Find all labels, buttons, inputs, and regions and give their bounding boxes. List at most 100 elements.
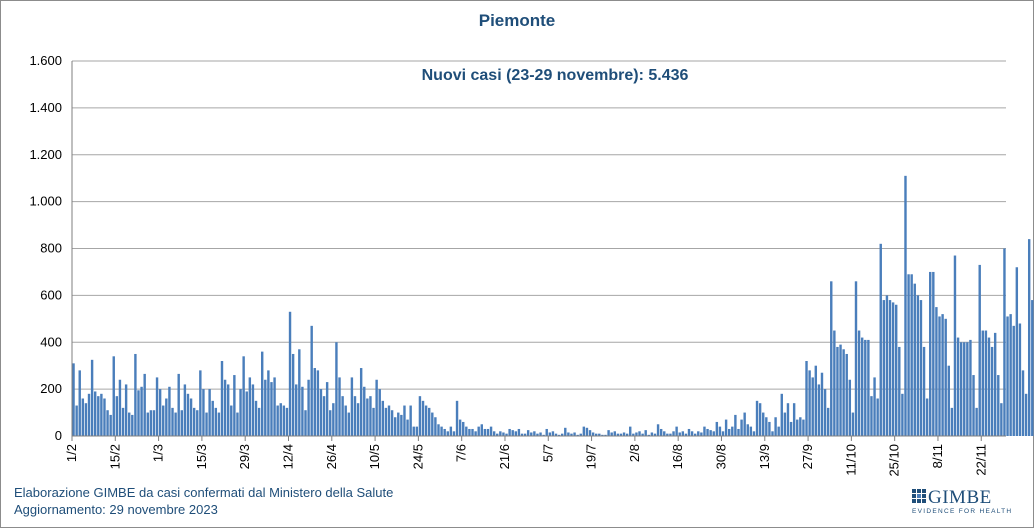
bar [845,353,848,436]
y-tick-label: 800 [40,241,62,256]
bar [854,281,858,436]
bar [384,407,388,436]
bar [335,342,338,436]
bar [842,349,845,436]
bar [471,428,474,436]
bar [174,412,177,436]
bar [919,300,923,436]
bar [400,414,403,436]
bar [406,419,409,436]
bar [134,353,137,436]
bar [802,419,805,436]
bar [944,318,947,436]
bar [390,410,394,436]
grid-logo-icon [912,489,926,503]
bar [109,414,112,436]
bar [372,407,375,436]
bar [808,370,811,436]
gimbe-logo: GIMBE EVIDENCE FOR HEALTH [912,487,1024,517]
bar [1000,403,1003,436]
bar [1018,323,1022,436]
bar [700,432,703,436]
bar [925,398,929,436]
y-tick-label: 200 [40,381,62,396]
bar [260,351,264,436]
bar [703,426,706,436]
bar [910,274,913,436]
bar [681,431,685,436]
x-tick-label: 15/3 [194,444,209,469]
bar [226,384,230,436]
bar [301,386,304,436]
bar [412,426,415,436]
logo-wordmark: GIMBE [928,487,992,508]
bar [644,430,647,436]
bar [715,421,719,436]
bar [75,405,78,436]
bar [629,426,632,436]
bar [638,431,641,436]
bar [789,421,793,436]
bar [455,400,459,436]
bar [387,405,391,436]
bar [177,373,180,436]
bar [799,417,802,436]
bar [270,382,273,436]
bar [1006,316,1009,436]
bar [440,426,443,436]
bar [885,295,889,436]
bar [752,431,756,436]
bar [248,377,252,436]
bar [369,396,372,436]
bar [929,271,932,436]
bar [313,368,316,436]
bar [740,419,743,436]
bar [78,370,81,436]
bar [953,255,957,436]
bar [298,349,301,436]
bar [220,361,224,436]
bar [276,405,279,436]
bar [112,356,115,436]
x-tick-label: 10/5 [367,444,382,469]
bar [888,300,892,436]
bar [84,403,88,436]
bar [434,417,437,436]
x-tick-label: 2/8 [627,444,642,462]
x-tick-label: 13/9 [757,444,772,469]
bar [625,433,629,436]
bar [279,403,282,436]
bar [963,342,966,436]
bar [820,372,824,436]
x-axis: 1/2 15/2 1/3 15/3 29/3 12/4 26/4 10/5 24/5 7/6 21/… [64,435,1006,477]
bar [653,433,657,436]
bar [202,389,205,436]
bar [152,410,156,436]
bar [684,433,688,436]
bar [350,377,354,436]
x-tick-label: 19/7 [584,444,599,469]
bar [564,427,567,436]
x-tick-label: 11/10 [843,444,858,476]
bar [480,424,483,436]
y-tick-label: 1.000 [29,194,62,209]
bar [288,311,292,436]
bar [103,398,106,436]
bar [316,370,320,436]
bar [666,433,669,436]
bar [817,384,821,436]
bar [879,243,882,436]
bar [560,433,564,436]
bar [622,432,626,436]
bar [93,391,97,436]
bar [554,433,558,436]
x-tick-label: 22/11 [973,444,988,476]
bar [848,379,852,436]
bar [570,433,573,436]
bar [319,389,323,436]
bar [359,368,363,436]
bar [381,400,385,436]
bar [533,431,536,436]
bar [322,396,326,436]
